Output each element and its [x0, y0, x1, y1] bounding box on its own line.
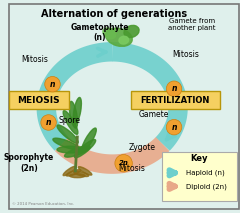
- Text: 2n: 2n: [119, 160, 129, 166]
- FancyBboxPatch shape: [9, 92, 69, 109]
- FancyBboxPatch shape: [9, 4, 239, 209]
- Ellipse shape: [70, 174, 85, 178]
- Ellipse shape: [119, 36, 129, 44]
- Ellipse shape: [63, 166, 76, 176]
- Text: Mitosis: Mitosis: [21, 55, 48, 64]
- FancyBboxPatch shape: [162, 153, 237, 201]
- Text: n: n: [171, 84, 177, 93]
- Text: Alternation of generations: Alternation of generations: [41, 9, 187, 19]
- Ellipse shape: [78, 167, 92, 175]
- Text: n: n: [46, 118, 51, 127]
- Text: FERTILIZATION: FERTILIZATION: [140, 96, 210, 105]
- Circle shape: [41, 115, 56, 130]
- Circle shape: [166, 81, 182, 96]
- Ellipse shape: [73, 98, 81, 124]
- Text: Mitosis: Mitosis: [172, 50, 199, 59]
- Ellipse shape: [74, 171, 89, 177]
- Text: Spore: Spore: [58, 116, 80, 125]
- Ellipse shape: [57, 146, 84, 153]
- Text: © 2014 Pearson Education, Inc.: © 2014 Pearson Education, Inc.: [12, 202, 75, 206]
- Ellipse shape: [57, 125, 78, 143]
- Text: n: n: [171, 123, 177, 132]
- Ellipse shape: [66, 170, 81, 176]
- Ellipse shape: [103, 28, 116, 39]
- Circle shape: [115, 155, 132, 172]
- FancyBboxPatch shape: [131, 92, 220, 109]
- Text: Haploid (n): Haploid (n): [186, 170, 224, 176]
- Circle shape: [166, 119, 182, 135]
- Text: Gametophyte
(n): Gametophyte (n): [70, 23, 129, 42]
- Text: Key: Key: [191, 154, 208, 163]
- Text: Zygote: Zygote: [128, 143, 156, 152]
- Ellipse shape: [74, 140, 96, 158]
- Ellipse shape: [106, 28, 132, 46]
- Ellipse shape: [53, 138, 78, 149]
- Ellipse shape: [124, 25, 139, 37]
- Ellipse shape: [82, 128, 96, 152]
- Text: Gamete from
another plant: Gamete from another plant: [168, 18, 215, 31]
- Text: Gamete: Gamete: [139, 110, 169, 119]
- Text: MEIOSIS: MEIOSIS: [17, 96, 60, 105]
- Text: n: n: [50, 80, 55, 89]
- Ellipse shape: [69, 101, 78, 128]
- Ellipse shape: [65, 146, 90, 157]
- Text: Sporophyte
(2n): Sporophyte (2n): [4, 154, 54, 173]
- Circle shape: [45, 76, 60, 92]
- Ellipse shape: [63, 111, 78, 134]
- Text: Diploid (2n): Diploid (2n): [186, 183, 227, 190]
- Text: Mitosis: Mitosis: [118, 164, 145, 173]
